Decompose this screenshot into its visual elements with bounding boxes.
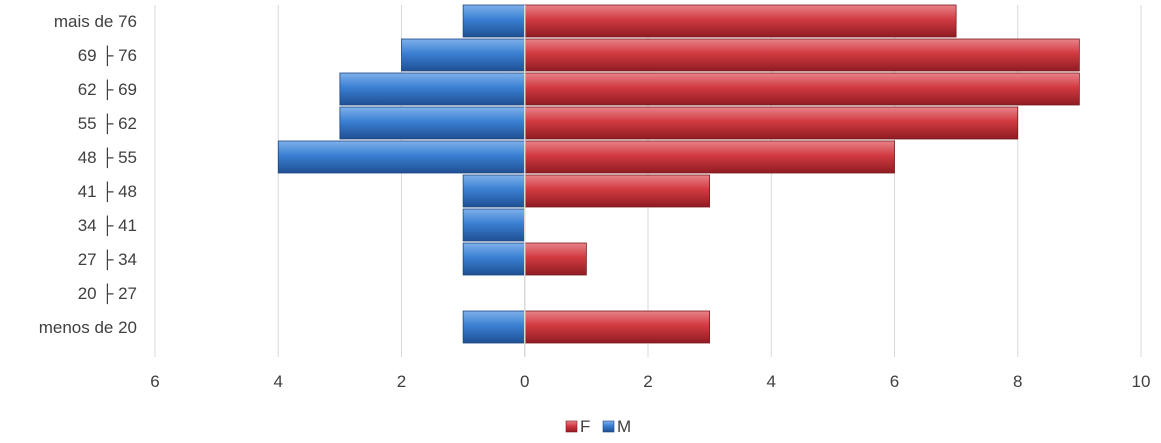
bar-f-5 <box>524 174 711 208</box>
bar-f-1 <box>524 38 1080 72</box>
bar-f-4 <box>524 140 895 174</box>
category-label: menos de 20 <box>39 318 137 337</box>
bar-f-0 <box>524 4 957 38</box>
category-label: 55 ├ 62 <box>78 113 137 135</box>
x-tick-label: 2 <box>397 372 406 391</box>
x-tick-labels: 6 4 2 0 2 4 6 8 10 <box>150 372 1150 391</box>
bar-m-3 <box>339 106 526 140</box>
x-tick-label: 6 <box>890 372 899 391</box>
bar-m-2 <box>339 72 526 106</box>
category-label: 41 ├ 48 <box>78 181 137 203</box>
legend-label-m: M <box>617 417 631 436</box>
bar-m-1 <box>401 38 526 72</box>
category-label: 34 ├ 41 <box>78 215 137 237</box>
bar-m-4 <box>277 140 526 174</box>
bar-m-5 <box>462 174 526 208</box>
category-label: 48 ├ 55 <box>78 147 137 169</box>
bar-m-7 <box>462 242 526 276</box>
legend-label-f: F <box>580 417 590 436</box>
legend-swatch-m <box>602 420 615 433</box>
x-tick-label: 10 <box>1132 372 1151 391</box>
bar-f-9 <box>524 310 711 344</box>
category-label: 62 ├ 69 <box>78 79 137 101</box>
category-labels: mais de 76 69 ├ 76 62 ├ 69 55 ├ 62 48 ├ 55 41… <box>39 12 137 337</box>
x-tick-label: 0 <box>520 372 529 391</box>
bar-m-6 <box>462 208 526 242</box>
bars <box>277 4 1080 344</box>
x-tick-label: 4 <box>274 372 283 391</box>
category-label: 20 ├ 27 <box>78 283 137 305</box>
x-tick-label: 8 <box>1013 372 1022 391</box>
bar-m-9 <box>462 310 526 344</box>
category-label: mais de 76 <box>54 12 137 31</box>
legend-swatch-f <box>565 420 578 433</box>
category-label: 69 ├ 76 <box>78 45 137 67</box>
x-tick-label: 4 <box>767 372 776 391</box>
bar-m-0 <box>462 4 526 38</box>
bar-f-2 <box>524 72 1080 106</box>
x-tick-label: 6 <box>150 372 159 391</box>
category-label: 27 ├ 34 <box>78 249 137 271</box>
bar-f-3 <box>524 106 1019 140</box>
x-tick-label: 2 <box>643 372 652 391</box>
bar-f-7 <box>524 242 587 276</box>
